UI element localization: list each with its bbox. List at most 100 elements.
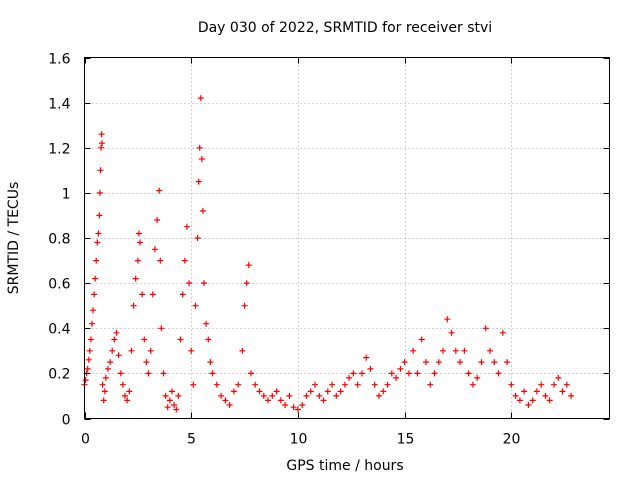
data-point: [126, 388, 133, 395]
data-point: [495, 370, 502, 377]
data-point: [461, 347, 468, 354]
data-point: [367, 365, 374, 372]
y-tick-label: 1.6: [48, 52, 70, 68]
data-point: [100, 397, 107, 404]
data-point: [256, 388, 263, 395]
data-point: [85, 356, 92, 363]
data-point: [128, 347, 135, 354]
y-tick-label: 1.2: [48, 142, 70, 158]
data-point: [252, 381, 259, 388]
data-point: [205, 336, 212, 343]
data-point: [248, 370, 254, 377]
data-point: [474, 374, 481, 381]
data-point: [93, 257, 100, 264]
data-point: [286, 392, 293, 399]
data-point: [384, 381, 391, 388]
x-axis-label: GPS time / hours: [286, 458, 403, 474]
y-tick-label: 0.6: [48, 277, 70, 293]
data-point: [273, 388, 280, 395]
data-point: [265, 397, 271, 404]
data-point: [435, 359, 442, 366]
data-point: [213, 381, 220, 388]
data-point: [312, 381, 318, 388]
data-point: [452, 347, 459, 354]
data-point: [269, 392, 276, 399]
data-point: [175, 392, 182, 399]
data-point: [337, 388, 344, 395]
data-point: [299, 402, 306, 408]
y-tick-label: 1: [62, 187, 71, 203]
data-point: [154, 217, 161, 223]
data-point: [482, 325, 489, 332]
y-tick-label: 1.4: [48, 97, 70, 113]
data-point: [188, 347, 195, 354]
x-tick-label: 15: [397, 432, 415, 448]
data-point: [529, 397, 536, 404]
x-tick-label: 5: [187, 432, 196, 448]
data-point: [169, 388, 175, 395]
data-point: [457, 359, 464, 366]
y-tick-label: 0: [62, 413, 71, 429]
data-point: [90, 307, 96, 314]
data-point: [478, 359, 485, 366]
data-point: [546, 397, 553, 404]
data-point: [290, 404, 297, 411]
data-point: [508, 381, 515, 388]
data-point: [350, 370, 357, 377]
data-point: [117, 370, 124, 377]
data-point: [341, 381, 348, 388]
chart-title: Day 030 of 2022, SRMTID for receiver stv…: [198, 20, 492, 36]
data-point: [388, 370, 395, 377]
data-point: [134, 257, 141, 264]
data-point: [239, 347, 246, 354]
data-point: [324, 388, 331, 395]
data-point: [218, 392, 225, 399]
data-point: [542, 392, 549, 399]
data-point: [156, 187, 163, 194]
data-point: [209, 370, 216, 377]
data-point: [195, 178, 202, 185]
data-point: [143, 359, 150, 366]
data-point: [130, 302, 137, 309]
data-point: [91, 291, 98, 298]
data-point: [160, 370, 167, 377]
data-point: [197, 95, 204, 102]
data-point: [97, 167, 104, 174]
y-tick-label: 0.8: [48, 232, 70, 248]
data-point: [448, 329, 455, 336]
data-point: [96, 189, 103, 196]
data-point: [241, 302, 248, 309]
data-point: [538, 381, 545, 388]
data-point: [358, 370, 365, 377]
data-point: [173, 406, 180, 413]
data-point: [282, 402, 289, 408]
data-point: [294, 406, 301, 413]
data-point: [137, 239, 143, 246]
data-point: [94, 239, 101, 246]
data-point: [199, 207, 206, 214]
data-point: [563, 381, 570, 388]
data-point: [316, 392, 323, 399]
data-point: [177, 336, 184, 343]
data-point: [431, 370, 438, 377]
x-tick-label: 0: [81, 432, 90, 448]
data-point: [135, 230, 142, 237]
data-point: [183, 223, 190, 230]
data-point: [491, 359, 498, 366]
data-point: [277, 397, 284, 404]
y-tick-label: 0.4: [48, 322, 70, 338]
data-point: [164, 404, 171, 411]
data-point: [418, 336, 425, 343]
data-point: [132, 275, 139, 282]
grid-layer: [84, 57, 610, 419]
data-point: [192, 302, 199, 309]
data-point: [145, 370, 152, 377]
data-point: [465, 370, 472, 377]
data-point: [95, 230, 102, 237]
data-point: [243, 280, 250, 287]
data-point: [414, 370, 421, 377]
x-tick-label: 10: [290, 432, 308, 448]
data-point: [119, 381, 126, 388]
data-point: [157, 257, 164, 264]
